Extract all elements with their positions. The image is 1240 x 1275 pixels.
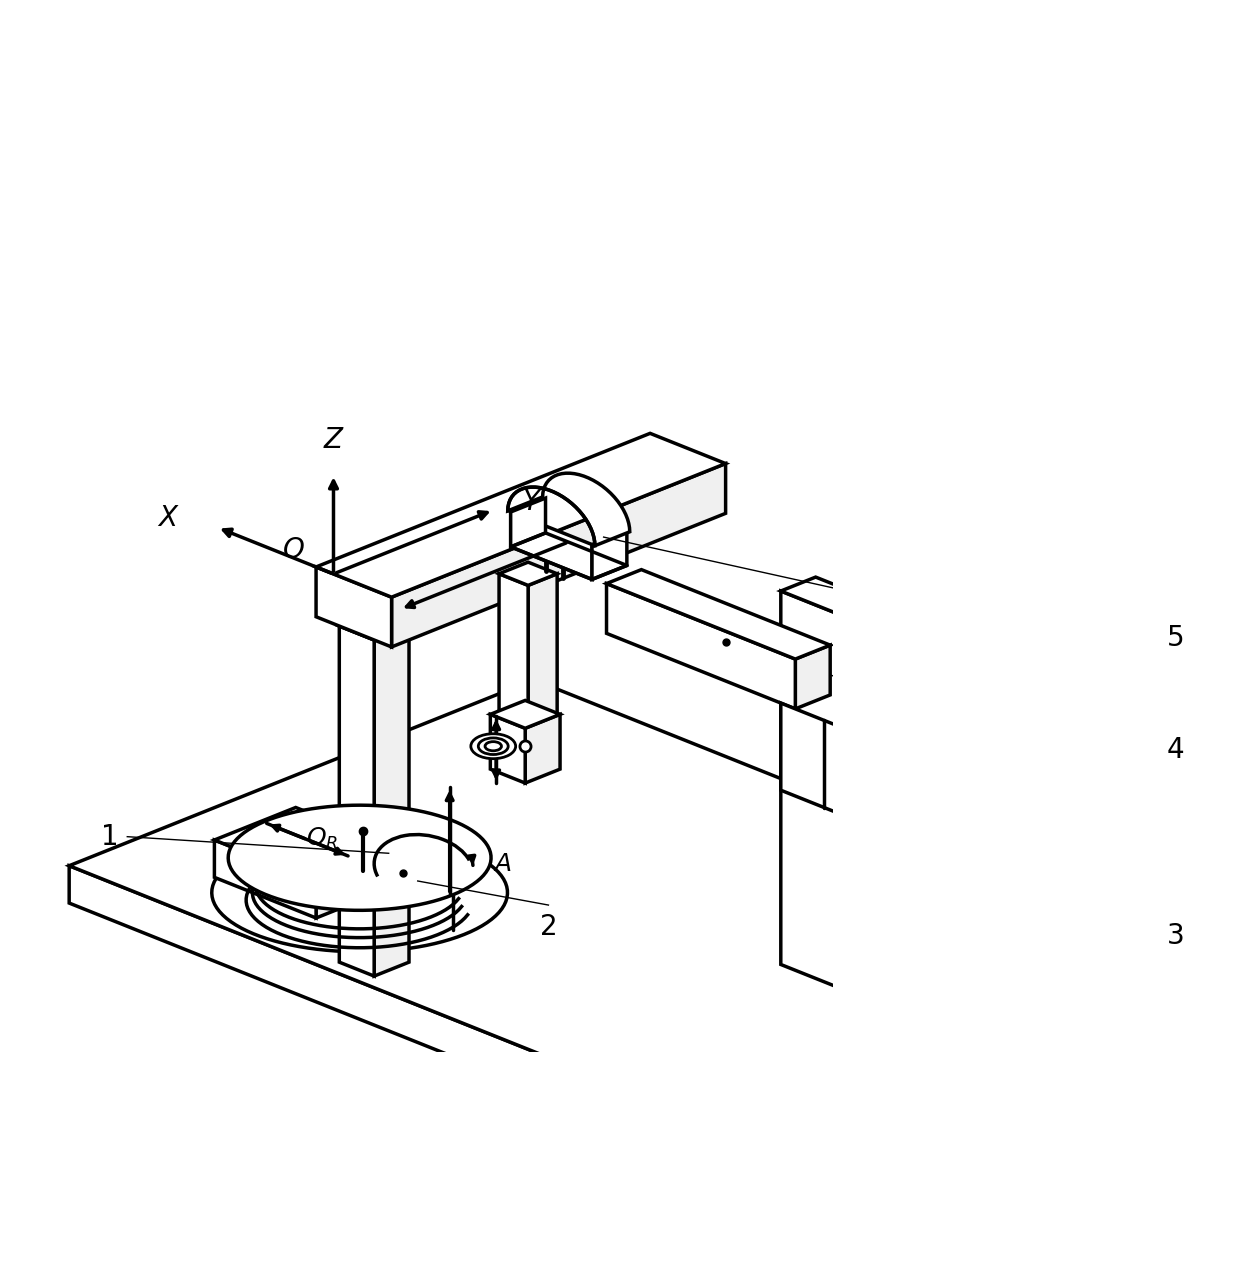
Polygon shape [69,866,766,1182]
Polygon shape [606,570,831,659]
Polygon shape [911,630,946,1016]
Polygon shape [228,806,491,910]
Polygon shape [215,807,397,881]
Polygon shape [69,680,1231,1145]
Polygon shape [526,714,560,783]
Text: Z: Z [324,426,343,454]
Text: O: O [283,536,305,564]
Polygon shape [392,464,725,646]
Polygon shape [490,714,526,783]
Polygon shape [212,834,507,951]
Text: 1: 1 [102,822,119,850]
Polygon shape [795,645,831,709]
Polygon shape [511,499,546,547]
Polygon shape [340,612,409,640]
Polygon shape [374,626,409,977]
Text: Y: Y [522,488,539,516]
Polygon shape [781,592,911,1016]
Polygon shape [316,848,397,918]
Text: 5: 5 [1167,623,1184,652]
Text: 4: 4 [1167,736,1184,764]
Text: 3: 3 [1167,922,1184,950]
Polygon shape [498,562,557,585]
Polygon shape [766,959,1231,1182]
Polygon shape [507,473,630,546]
Polygon shape [316,434,725,597]
Polygon shape [606,584,795,709]
Polygon shape [340,626,374,977]
Text: 2: 2 [539,913,557,941]
Polygon shape [781,703,911,843]
Polygon shape [498,574,528,760]
Text: $O_R$: $O_R$ [306,826,339,853]
Polygon shape [528,574,557,760]
Ellipse shape [471,734,516,759]
Polygon shape [511,513,591,579]
Text: A: A [494,852,511,876]
Polygon shape [215,840,316,918]
Polygon shape [490,700,560,728]
Polygon shape [591,530,627,579]
Text: X: X [159,504,177,532]
Polygon shape [316,567,392,646]
Polygon shape [781,578,946,644]
